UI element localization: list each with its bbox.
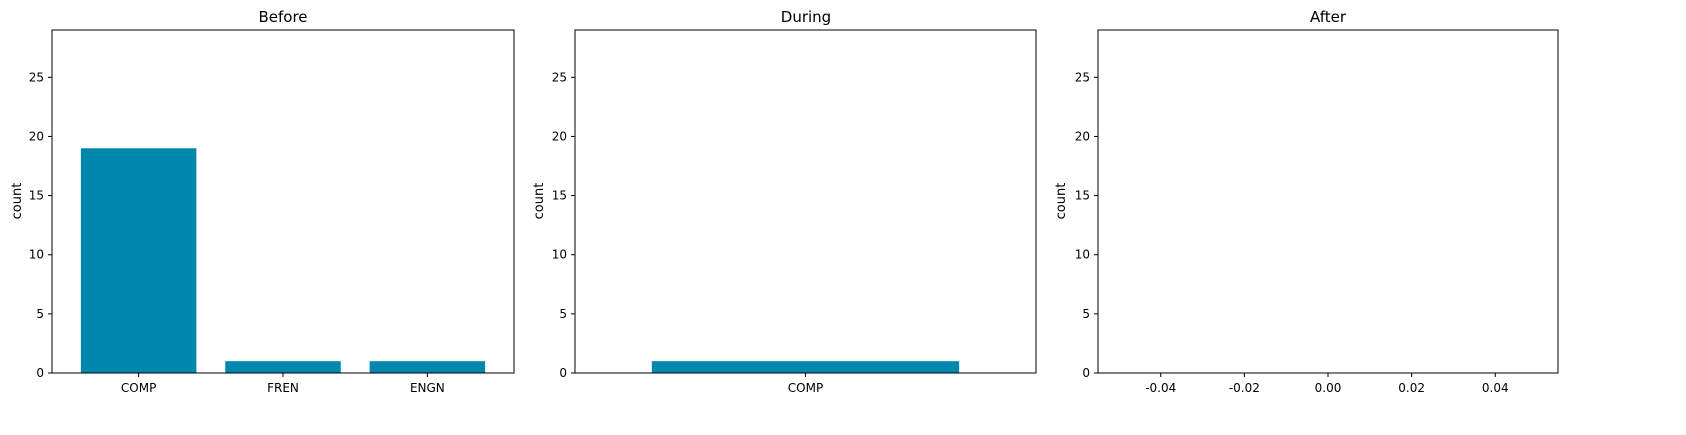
x-tick-label: COMP: [788, 381, 823, 395]
bar-fren: [225, 361, 341, 373]
x-tick-label: -0.04: [1145, 381, 1176, 395]
x-tick-label: COMP: [121, 381, 156, 395]
x-tick-label: 0.02: [1398, 381, 1425, 395]
x-tick-label: 0.00: [1315, 381, 1342, 395]
y-ticks: 0 5 10 15 20 25: [29, 70, 52, 380]
y-tick-label: 25: [29, 70, 44, 84]
bar-comp: [80, 148, 197, 373]
x-ticks: COMP: [788, 373, 823, 395]
chart-title: Before: [258, 8, 307, 26]
y-ticks: 0 5 10 15 20 25: [1075, 70, 1098, 380]
y-tick-label: 5: [559, 307, 567, 321]
chart-title: During: [781, 8, 831, 26]
y-tick-label: 5: [1082, 307, 1090, 321]
y-tick-label: 15: [29, 189, 44, 203]
x-tick-label: 0.04: [1482, 381, 1509, 395]
y-tick-label: 0: [1082, 366, 1090, 380]
y-axis-label: count: [10, 183, 25, 220]
chart-title: After: [1310, 8, 1347, 26]
y-tick-label: 15: [1075, 189, 1090, 203]
chart-panel-before: Before count 0 5 10 15 20 25 COMP FREN ENGN: [10, 8, 515, 395]
y-tick-label: 20: [552, 129, 567, 143]
x-ticks: COMP FREN ENGN: [121, 373, 445, 395]
y-tick-label: 25: [552, 70, 567, 84]
y-tick-label: 10: [1075, 248, 1090, 262]
y-tick-label: 20: [29, 129, 44, 143]
chart-panel-after: After count 0 5 10 15 20 25 -0.04 -0.02 0.00 0.0…: [1054, 8, 1559, 395]
y-axis-label: count: [1054, 183, 1069, 220]
y-tick-label: 15: [552, 189, 567, 203]
plot-frame: [1097, 29, 1559, 374]
y-ticks: 0 5 10 15 20 25: [552, 70, 575, 380]
y-tick-label: 20: [1075, 129, 1090, 143]
x-tick-label: FREN: [267, 381, 299, 395]
y-tick-label: 0: [36, 366, 44, 380]
y-tick-label: 10: [552, 248, 567, 262]
x-ticks: -0.04 -0.02 0.00 0.02 0.04: [1145, 373, 1509, 395]
bars-group: [80, 148, 486, 373]
y-axis-label: count: [532, 183, 547, 220]
bar-comp: [651, 361, 960, 373]
y-tick-label: 10: [29, 248, 44, 262]
plot-frame: [51, 29, 515, 374]
x-tick-label: -0.02: [1229, 381, 1260, 395]
y-tick-label: 0: [559, 366, 567, 380]
y-tick-label: 5: [36, 307, 44, 321]
chart-panel-during: During count 0 5 10 15 20 25 COMP: [532, 8, 1037, 395]
bars-group: [651, 361, 960, 373]
bar-engn: [369, 361, 486, 373]
x-tick-label: ENGN: [410, 381, 445, 395]
plot-frame: [574, 29, 1037, 374]
y-tick-label: 25: [1075, 70, 1090, 84]
